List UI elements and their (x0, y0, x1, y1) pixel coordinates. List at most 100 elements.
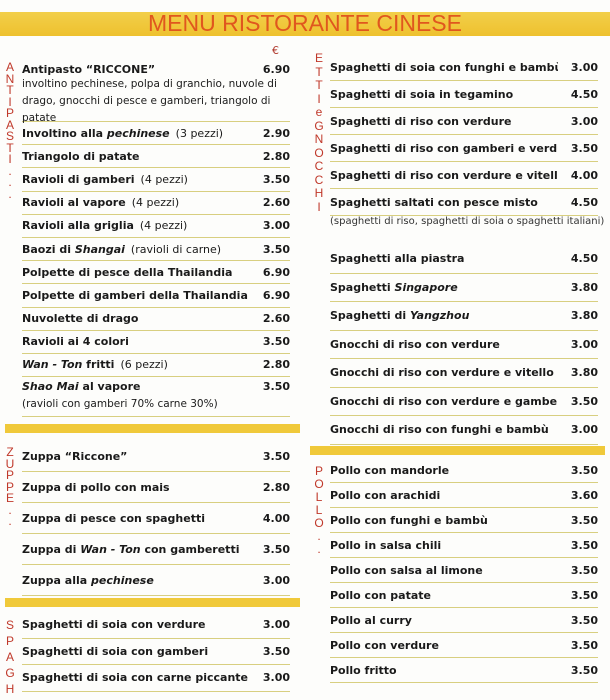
item-name: Pollo con arachidi (330, 489, 558, 502)
item-name-part: Pollo fritto (330, 663, 397, 677)
menu-item: Spaghetti saltati con pesce misto 4.50 (330, 189, 598, 216)
item-italic-name: pechinese (106, 126, 170, 140)
item-name: Pollo in salsa chili (330, 539, 558, 552)
item-name: Zuppa alla pechinese (22, 574, 250, 587)
item-name: Spaghetti di soia con carne piccante (22, 671, 250, 684)
section-spaghetti-left: Spaghetti di soia con verdure 3.00 Spaghet… (22, 612, 290, 692)
item-name-part: Spaghetti di soia con gamberi (22, 644, 209, 658)
item-name-part: Pollo con verdure (330, 638, 439, 652)
item-name-part: Ravioli ai 4 colori (22, 335, 129, 349)
item-name-part: Nuvolette di drago (22, 312, 139, 326)
item-name-part: Spaghetti di soia in tegamino (330, 87, 514, 101)
item-price: 3.60 (570, 488, 598, 502)
item-name-part: Pollo con mandorle (330, 463, 450, 477)
item-name: Pollo con mandorle (330, 464, 558, 477)
item-name-part: Spaghetti saltati con pesce misto (330, 195, 538, 209)
menu-item: Spaghetti di soia con carne piccante 3.00 (22, 665, 290, 692)
item-price: 3.50 (570, 588, 598, 602)
item-name: Zuppa di pesce con spaghetti (22, 512, 250, 525)
item-price: 3.00 (570, 114, 598, 128)
item-note: (6 pezzi) (120, 358, 168, 372)
item-name: Spaghetti di riso con gamberi e verdure (330, 142, 558, 155)
item-price: 6.90 (262, 288, 290, 302)
menu-item: Zuppa alla pechinese 3.00 (22, 565, 290, 596)
item-name: Polpette di gamberi della Thailandia (22, 289, 250, 302)
item-price: 6.90 (262, 63, 290, 76)
item-name: Spaghetti di soia con gamberi (22, 645, 250, 658)
item-price: 3.50 (262, 335, 290, 349)
item-price: 3.50 (570, 563, 598, 577)
menu-item: Zuppa di pollo con mais 2.80 (22, 472, 290, 503)
section-zuppe: Zuppa “Riccone” 3.50 Zuppa di pollo con ma… (22, 441, 290, 596)
menu-item: Spaghetti di riso con gamberi e verdure 3… (330, 135, 598, 162)
section-spaghetti-right: Spaghetti di soia con funghi e bambù 3.00… (330, 54, 598, 216)
item-price: 4.50 (570, 252, 598, 266)
item-name: Zuppa “Riccone” (22, 450, 250, 463)
menu-item: Pollo con mandorle 3.50 (330, 458, 598, 483)
item-name: Spaghetti di soia con verdure (22, 618, 250, 631)
item-italic-name: Yangzhou (409, 309, 470, 323)
item-name: Spaghetti di Yangzhou (330, 309, 558, 322)
item-name: Pollo fritto (330, 664, 558, 677)
item-name-part: al vapore (78, 380, 141, 394)
item-price: 3.50 (570, 663, 598, 677)
item-price: 2.80 (262, 480, 290, 494)
section-pollo: Pollo con mandorle 3.50 Pollo con arachidi… (330, 458, 598, 683)
item-price: 4.00 (262, 511, 290, 525)
item-name: Gnocchi di riso con verdure e vitello (330, 366, 558, 379)
item-note: (ravioli di carne) (130, 242, 222, 256)
menu-item: Ravioli ai 4 colori 3.50 (22, 331, 290, 354)
item-name: Spaghetti alla piastra (330, 252, 558, 265)
item-name: Pollo con salsa al limone (330, 564, 558, 577)
item-name-part: Zuppa alla (22, 573, 92, 587)
item-name: Zuppa di Wan - Ton con gamberetti (22, 543, 250, 556)
item-name-part: Gnocchi di riso con funghi e bambù (330, 423, 549, 437)
item-name: Baozi di Shangai (ravioli di carne) (22, 243, 250, 256)
menu-item: Gnocchi di riso con funghi e bambù 3.00 (330, 416, 598, 445)
menu-item: Gnocchi di riso con verdure e gamberi 3.5… (330, 388, 598, 416)
item-name: Wan - Ton fritti (6 pezzi) (22, 358, 250, 371)
item-price: 3.50 (262, 380, 290, 394)
item-italic-name: pechinese (91, 573, 154, 587)
menu-item: Gnocchi di riso con verdure e vitello 3.8… (330, 359, 598, 388)
item-price: 3.50 (262, 644, 290, 658)
item-price: 3.50 (262, 542, 290, 556)
item-name-part: Ravioli al vapore (22, 196, 126, 210)
section-antipasti: Antipasto “RICCONE” 6.90 involtino pechine… (22, 60, 290, 418)
item-name-part: Zuppa “Riccone” (22, 449, 128, 463)
section-divider (310, 446, 605, 455)
item-name: Pollo con verdure (330, 639, 558, 652)
item-name: Pollo con patate (330, 589, 558, 602)
item-price: 3.00 (570, 337, 598, 351)
item-name: Ravioli alla griglia (4 pezzi) (22, 219, 250, 232)
item-price: 2.60 (262, 196, 290, 210)
item-price: 3.00 (262, 618, 290, 632)
section-divider (5, 598, 300, 607)
menu-item: Spaghetti di soia con funghi e bambù 3.00 (330, 54, 598, 81)
menu-item: Spaghetti di Yangzhou 3.80 (330, 302, 598, 331)
item-name-part: Pollo con salsa al limone (330, 563, 483, 577)
item-name: Triangolo di patate (22, 150, 250, 163)
item-name-part: Involtino alla (22, 126, 107, 140)
item-name: Ravioli ai 4 colori (22, 335, 250, 348)
menu-item: Gnocchi di riso con verdure 3.00 (330, 331, 598, 359)
item-name-part: Baozi di (22, 242, 75, 256)
menu-item: Pollo con patate 3.50 (330, 583, 598, 608)
item-price: 3.50 (570, 513, 598, 527)
item-name-part: Zuppa di pollo con mais (22, 480, 170, 494)
item-italic-name: Wan - Ton (80, 542, 141, 556)
item-name-part: Gnocchi di riso con verdure e gamberi (330, 394, 558, 408)
item-name-part: Antipasto “RICCONE” (22, 63, 156, 76)
menu-item: Ravioli alla griglia (4 pezzi) 3.00 (22, 215, 290, 238)
menu-item: Spaghetti di soia con gamberi 3.50 (22, 639, 290, 665)
item-name: Gnocchi di riso con verdure (330, 338, 558, 351)
item-name-part: Polpette di gamberi della Thailandia (22, 288, 248, 302)
item-price: 3.00 (262, 671, 290, 685)
item-name-part: Spaghetti di soia con carne piccante (22, 671, 248, 685)
item-name: Shao Mai al vapore (22, 380, 250, 393)
item-price: 3.50 (570, 538, 598, 552)
menu-item: Baozi di Shangai (ravioli di carne) 3.50 (22, 238, 290, 262)
item-price: 3.50 (262, 449, 290, 463)
item-name: Spaghetti di riso con verdure (330, 115, 558, 128)
